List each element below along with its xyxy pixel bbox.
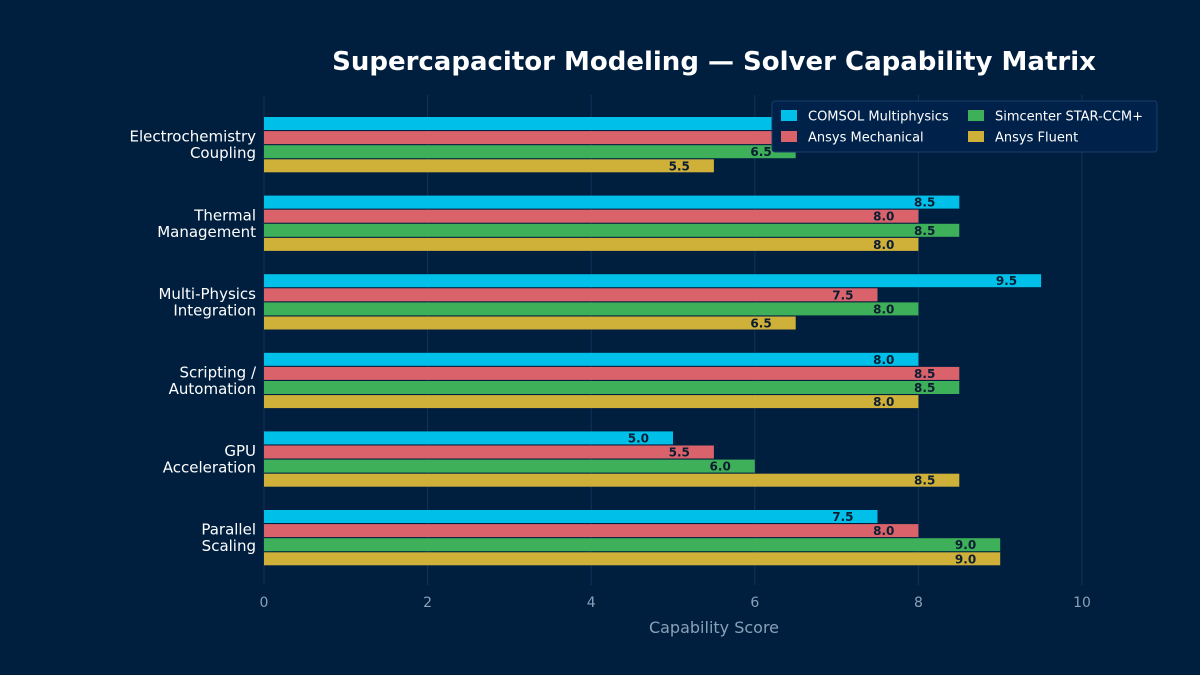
category-label-line: Automation (169, 380, 256, 398)
category-label-line: Acceleration (163, 459, 256, 477)
category-label-line: Electrochemistry (129, 128, 256, 146)
bar-value-label: 9.0 (955, 552, 976, 566)
legend-label: Ansys Fluent (995, 131, 1078, 146)
bar-simcenter-star-ccm- (264, 381, 960, 394)
bar-ansys-mechanical (264, 288, 878, 302)
bar-comsol-multiphysics (264, 274, 1042, 288)
bar-ansys-mechanical (264, 524, 919, 538)
category-label-line: Thermal (193, 206, 256, 224)
bar-value-label: 5.0 (628, 431, 649, 445)
bar-comsol-multiphysics (264, 510, 878, 523)
category-label: GPU Acceleration (163, 442, 256, 477)
bar-value-label: 6.5 (750, 145, 771, 159)
category-label-line: Scripting / (179, 363, 256, 381)
bar-ansys-mechanical (264, 366, 960, 380)
category-label-line: Integration (173, 301, 256, 319)
bar-ansys-fluent (264, 552, 1001, 566)
bar-value-label: 8.5 (914, 224, 935, 238)
bar-ansys-fluent (264, 473, 960, 487)
x-tick-label: 10 (1073, 595, 1091, 611)
bar-value-label: 8.0 (873, 210, 894, 224)
bar-value-label: 8.0 (873, 302, 894, 316)
bar-value-label: 8.5 (914, 367, 935, 381)
grid-lines (263, 95, 1083, 585)
bar-value-label: 8.5 (914, 381, 935, 395)
category-label-line: Multi-Physics (158, 285, 256, 303)
legend-swatch (968, 110, 984, 121)
category-label-line: Parallel (201, 521, 256, 539)
category-label: Electrochemistry Coupling (129, 128, 256, 163)
legend-swatch (968, 131, 984, 142)
bar-ansys-fluent (264, 159, 714, 173)
bar-value-label: 7.5 (832, 510, 853, 524)
category-label: Parallel Scaling (201, 521, 256, 556)
x-tick-label: 2 (423, 595, 432, 611)
bar-value-label: 9.0 (955, 538, 976, 552)
bars (264, 117, 1042, 566)
legend-label: COMSOL Multiphysics (808, 110, 949, 125)
bar-simcenter-star-ccm- (264, 459, 755, 473)
bar-simcenter-star-ccm- (264, 538, 1001, 552)
x-tick-label: 8 (914, 595, 923, 611)
category-label-line: Coupling (190, 144, 256, 162)
category-label: Thermal Management (157, 206, 256, 241)
bar-value-label: 8.0 (873, 524, 894, 538)
bar-comsol-multiphysics (264, 195, 960, 209)
legend-swatch (781, 110, 797, 121)
category-label-line: Management (157, 223, 256, 241)
x-tick-label: 0 (260, 595, 269, 611)
category-labels: Electrochemistry Coupling Thermal Managemen… (129, 128, 256, 556)
legend-swatch (781, 131, 797, 142)
legend-box (771, 100, 1158, 153)
bar-ansys-mechanical (264, 131, 837, 145)
legend-label: Simcenter STAR-CCM+ (995, 110, 1143, 125)
legend-label: Ansys Mechanical (808, 131, 924, 146)
bar-ansys-mechanical (264, 209, 919, 223)
bar-value-label: 7.5 (832, 288, 853, 302)
bar-value-label: 5.5 (669, 446, 690, 460)
x-tick-label: 6 (750, 595, 759, 611)
bar-value-label: 8.5 (914, 196, 935, 210)
bar-value-label: 9.5 (996, 274, 1017, 288)
bar-value-label: 8.0 (873, 395, 894, 409)
category-label: Scripting / Automation (169, 363, 257, 398)
category-label-line: GPU (224, 442, 256, 460)
chart-title: Supercapacitor Modeling — Solver Capabil… (332, 47, 1096, 77)
bar-comsol-multiphysics (264, 352, 919, 366)
bar-value-label: 6.5 (750, 317, 771, 331)
bar-simcenter-star-ccm- (264, 302, 919, 316)
bar-ansys-fluent (264, 316, 796, 330)
bar-ansys-mechanical (264, 445, 714, 459)
category-label: Multi-Physics Integration (158, 285, 256, 320)
bar-comsol-multiphysics (264, 431, 673, 445)
bar-value-label: 8.0 (873, 353, 894, 367)
bar-ansys-fluent (264, 395, 919, 409)
x-tick-labels: 0 2 4 6 8 10 (260, 595, 1091, 611)
bar-value-label: 8.0 (873, 238, 894, 252)
legend: COMSOL Multiphysics Ansys Mechanical Simce… (771, 100, 1158, 153)
category-label-line: Scaling (202, 537, 256, 555)
bar-simcenter-star-ccm- (264, 145, 796, 159)
bar-value-label: 8.5 (914, 474, 935, 488)
bar-ansys-fluent (264, 237, 919, 251)
bar-value-label: 5.5 (669, 159, 690, 173)
x-tick-label: 4 (587, 595, 596, 611)
x-axis-label: Capability Score (649, 618, 779, 637)
bar-value-label: 6.0 (710, 460, 731, 474)
bar-simcenter-star-ccm- (264, 223, 960, 237)
